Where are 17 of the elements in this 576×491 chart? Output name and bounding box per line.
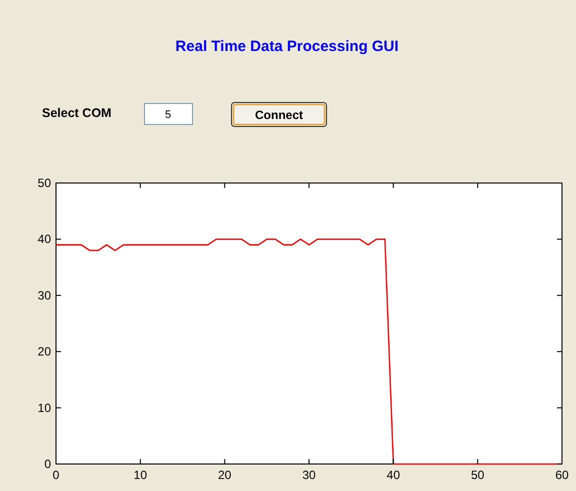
x-tick-label: 10 [134, 468, 148, 482]
y-tick-label: 10 [38, 400, 52, 415]
text: Select COM [42, 106, 112, 120]
x-tick-label: 30 [302, 468, 316, 482]
y-tick-label: 40 [38, 232, 52, 246]
y-tick-label: 30 [38, 288, 52, 302]
text: Connect [255, 108, 304, 122]
x-tick-label: 0 [52, 468, 60, 482]
x-tick-label: 50 [470, 468, 485, 482]
y-tick-label: 20 [38, 344, 52, 359]
x-tick-label: 60 [555, 468, 569, 482]
x-tick-label: 20 [218, 468, 232, 482]
y-tick-label: 0 [44, 457, 52, 471]
x-tick-label: 40 [386, 468, 400, 482]
y-tick-label: 50 [38, 176, 52, 190]
text: 5 [164, 109, 172, 121]
chart-title: Real Time Data Processing GUI [175, 38, 399, 55]
